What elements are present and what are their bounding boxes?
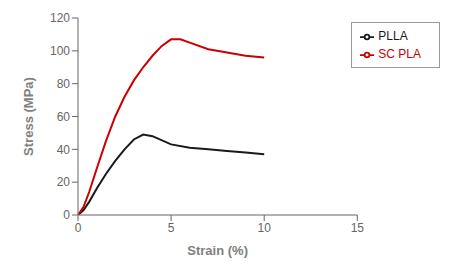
- svg-text:Strain (%): Strain (%): [187, 243, 248, 258]
- svg-text:0: 0: [63, 208, 70, 222]
- svg-text:100: 100: [50, 44, 70, 58]
- svg-text:0: 0: [75, 221, 82, 235]
- svg-text:120: 120: [50, 11, 70, 25]
- svg-text:Stress (MPa): Stress (MPa): [21, 77, 36, 156]
- html-text:PLLA: PLLA: [378, 29, 408, 43]
- svg-text:15: 15: [351, 221, 365, 235]
- svg-text:40: 40: [57, 143, 71, 157]
- html-text:SC PLA: SC PLA: [378, 47, 421, 61]
- svg-text:60: 60: [57, 110, 71, 124]
- svg-text:20: 20: [57, 175, 71, 189]
- svg-text:10: 10: [258, 221, 272, 235]
- svg-text:80: 80: [57, 77, 71, 91]
- svg-text:5: 5: [168, 221, 175, 235]
